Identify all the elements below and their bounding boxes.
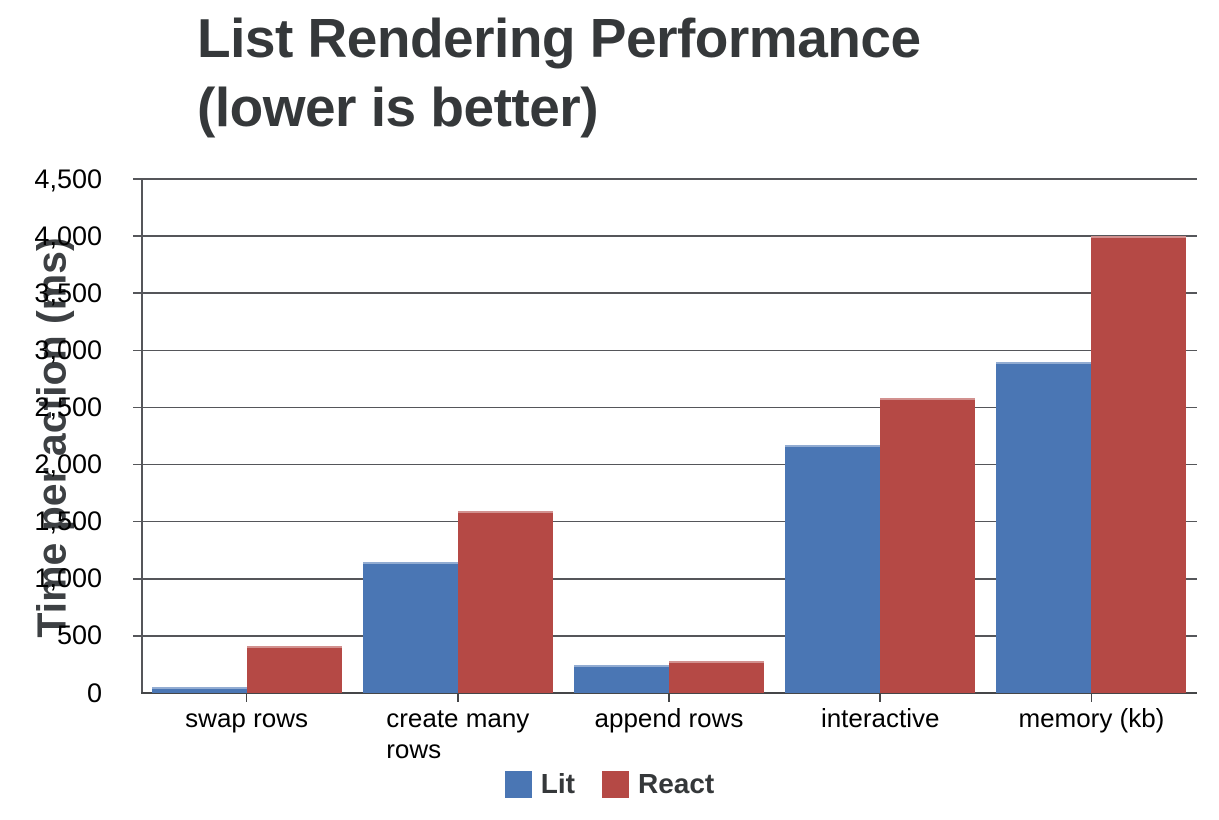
x-label-create-many-rows: create many rows [386,703,530,764]
x-label-interactive: interactive [820,703,940,733]
y-tick-500 [133,635,141,637]
y-tick-label-3500: 3,500 [34,277,102,308]
legend-label-lit: Lit [540,768,575,799]
bar-lit-memory-kb- [996,361,1092,693]
gridline-4000 [141,235,1197,237]
y-tick-2000 [133,463,141,466]
legend-item-react: React [601,768,715,799]
chart-title: List Rendering Performance (lower is bet… [197,4,921,142]
gridline-1000 [141,578,1197,580]
plot-area: 0 500 1,000 1,500 2,000 2,500 3,000 3,500 4,000 4… [34,165,1197,706]
x-label-append-rows: append rows [594,703,744,733]
x-label-swap-rows: swap rows [185,703,308,733]
gridline-3500 [141,292,1197,294]
gridline-2500 [141,406,1197,409]
gridline-1500 [141,520,1197,523]
gridline-2000 [141,463,1197,466]
bar-react-create-many-rows [457,511,553,693]
y-tick-label-1500: 1,500 [34,506,102,537]
bar-react-swap-rows [246,645,342,693]
legend-label-react: React [637,768,715,799]
legend-swatch-react [601,770,629,798]
y-tick-label-4000: 4,000 [34,220,102,251]
y-axis-title: Time per action (ms) [28,237,75,638]
gridline-500 [141,635,1197,637]
legend-swatch-lit [504,770,532,798]
bar-react-interactive [880,398,976,693]
legend-item-lit: Lit [504,768,575,799]
y-tick-4500 [133,178,141,180]
y-tick-label-0: 0 [86,677,102,708]
x-tick-3 [879,694,881,702]
bar-lit-swap-rows [151,687,247,693]
y-tick-label-3000: 3,000 [34,334,102,365]
y-tick-3500 [133,292,141,294]
y-tick-3000 [133,349,141,352]
chart-title-line2: (lower is better) [197,76,599,138]
bar-react-memory-kb- [1091,236,1187,693]
gridline-3000 [141,349,1197,352]
bar-lit-interactive [785,444,881,693]
x-tick-2 [668,694,670,702]
legend: Lit React [0,770,1219,798]
y-tick-label-2500: 2,500 [34,391,102,422]
x-tick-0 [245,694,248,702]
y-tick-label-500: 500 [56,620,102,651]
gridline-4500 [141,178,1197,180]
y-axis-line [141,179,143,693]
x-label-memory-kb-: memory (kb) [1018,703,1165,733]
y-tick-label-2000: 2,000 [34,449,102,480]
y-tick-label-4500: 4,500 [34,163,102,194]
bar-react-append-rows [669,661,764,693]
chart-title-line1: List Rendering Performance [197,7,921,69]
y-tick-4000 [133,235,141,237]
y-tick-1500 [133,520,141,523]
y-tick-1000 [133,578,141,580]
y-tick-2500 [133,406,141,409]
bar-lit-append-rows [574,665,669,693]
x-tick-4 [1090,694,1093,702]
x-tick-1 [457,694,459,702]
bar-lit-create-many-rows [362,561,458,693]
y-tick-label-1000: 1,000 [34,563,102,594]
